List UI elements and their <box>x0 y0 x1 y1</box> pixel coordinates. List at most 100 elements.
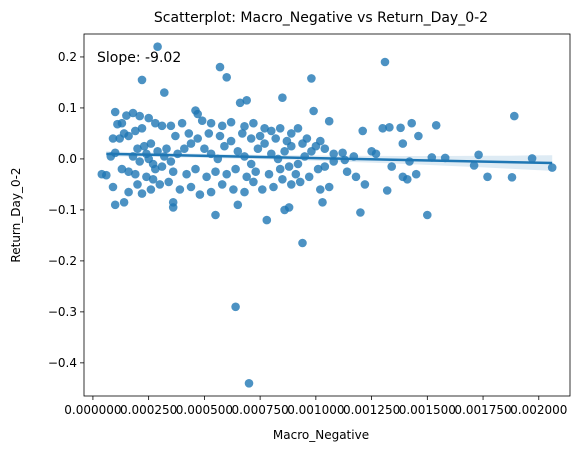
data-point <box>242 172 251 182</box>
data-point <box>403 175 412 184</box>
data-point <box>291 169 301 179</box>
data-point <box>367 147 376 156</box>
data-point <box>231 164 240 174</box>
data-point <box>304 172 314 182</box>
data-point <box>137 189 147 198</box>
data-point <box>160 88 169 97</box>
data-point <box>211 210 220 220</box>
slope-annotation: Slope: -9.02 <box>97 50 181 66</box>
data-point <box>293 124 303 133</box>
data-point <box>287 129 296 138</box>
data-point <box>180 144 189 153</box>
data-point <box>398 139 408 148</box>
data-point <box>184 129 194 138</box>
data-point <box>293 159 303 169</box>
data-point <box>405 157 414 166</box>
x-tick-label: 0.001250 <box>343 403 400 417</box>
data-point <box>510 111 519 121</box>
plot-area <box>97 42 557 388</box>
data-point <box>215 62 225 72</box>
data-point <box>385 123 394 132</box>
data-point <box>177 118 187 128</box>
y-tick-label: −0.3 <box>48 305 77 319</box>
data-point <box>137 124 147 133</box>
data-point <box>168 203 178 212</box>
data-point <box>284 162 294 171</box>
data-point <box>153 147 162 156</box>
data-point <box>238 129 247 138</box>
data-point <box>102 170 111 180</box>
data-point <box>108 134 118 143</box>
data-point <box>133 144 142 153</box>
data-point <box>527 154 537 163</box>
x-tick-label: 0.001000 <box>287 403 344 417</box>
data-point <box>166 121 176 131</box>
data-point <box>307 74 316 83</box>
data-point <box>175 185 185 194</box>
x-axis-ticks: 0.0000000.0002500.0005000.0007500.001000… <box>64 396 567 417</box>
data-point <box>407 118 417 128</box>
data-point <box>258 185 267 194</box>
data-point <box>469 161 479 170</box>
data-point <box>474 150 483 160</box>
data-point <box>249 177 258 187</box>
data-point <box>146 185 156 194</box>
data-point <box>267 126 276 136</box>
data-point <box>483 172 492 182</box>
data-point <box>110 107 120 117</box>
data-point <box>124 131 133 141</box>
data-point <box>414 131 423 141</box>
x-tick-label: 0.002000 <box>510 403 567 417</box>
data-point <box>220 141 229 151</box>
data-point <box>222 169 231 179</box>
data-point <box>278 93 287 102</box>
data-point <box>324 182 334 192</box>
data-point <box>313 164 323 174</box>
data-point <box>240 187 249 197</box>
data-point <box>249 118 258 128</box>
points-layer <box>97 42 557 388</box>
data-point <box>182 169 191 179</box>
x-tick-label: 0.000250 <box>120 403 177 417</box>
data-point <box>287 180 296 189</box>
data-point <box>157 162 167 171</box>
x-tick-label: 0.000000 <box>64 403 121 417</box>
data-point <box>329 149 339 159</box>
data-point <box>135 157 144 166</box>
data-point <box>387 162 397 171</box>
data-point <box>356 208 365 217</box>
data-point <box>151 118 160 128</box>
data-point <box>253 144 263 153</box>
data-point <box>117 118 127 128</box>
data-point <box>137 75 147 85</box>
data-point <box>144 113 153 123</box>
y-axis-ticks: −0.4 −0.3 −0.2 −0.1 0.0 0.1 0.2 <box>48 50 84 370</box>
data-point <box>229 185 238 194</box>
y-axis-label: Return_Day_0-2 <box>9 167 23 262</box>
data-point <box>547 163 557 172</box>
data-point <box>431 121 441 130</box>
data-point <box>235 98 245 108</box>
data-point <box>124 187 133 197</box>
data-point <box>275 164 285 174</box>
data-point <box>157 121 167 131</box>
data-point <box>215 131 225 141</box>
data-point <box>226 136 236 146</box>
data-point <box>295 177 305 187</box>
x-tick-label: 0.000500 <box>176 403 233 417</box>
data-point <box>246 134 256 143</box>
data-point <box>168 167 178 176</box>
data-point <box>204 129 214 138</box>
data-point <box>171 131 180 141</box>
data-point <box>206 187 216 197</box>
y-tick-label: 0.0 <box>58 152 77 166</box>
data-point <box>358 126 368 136</box>
data-point <box>240 122 249 131</box>
data-point <box>133 180 142 189</box>
axes-frame <box>83 33 571 397</box>
data-point <box>298 238 307 248</box>
data-point <box>108 182 118 192</box>
data-point <box>164 177 173 187</box>
data-point <box>197 116 207 125</box>
